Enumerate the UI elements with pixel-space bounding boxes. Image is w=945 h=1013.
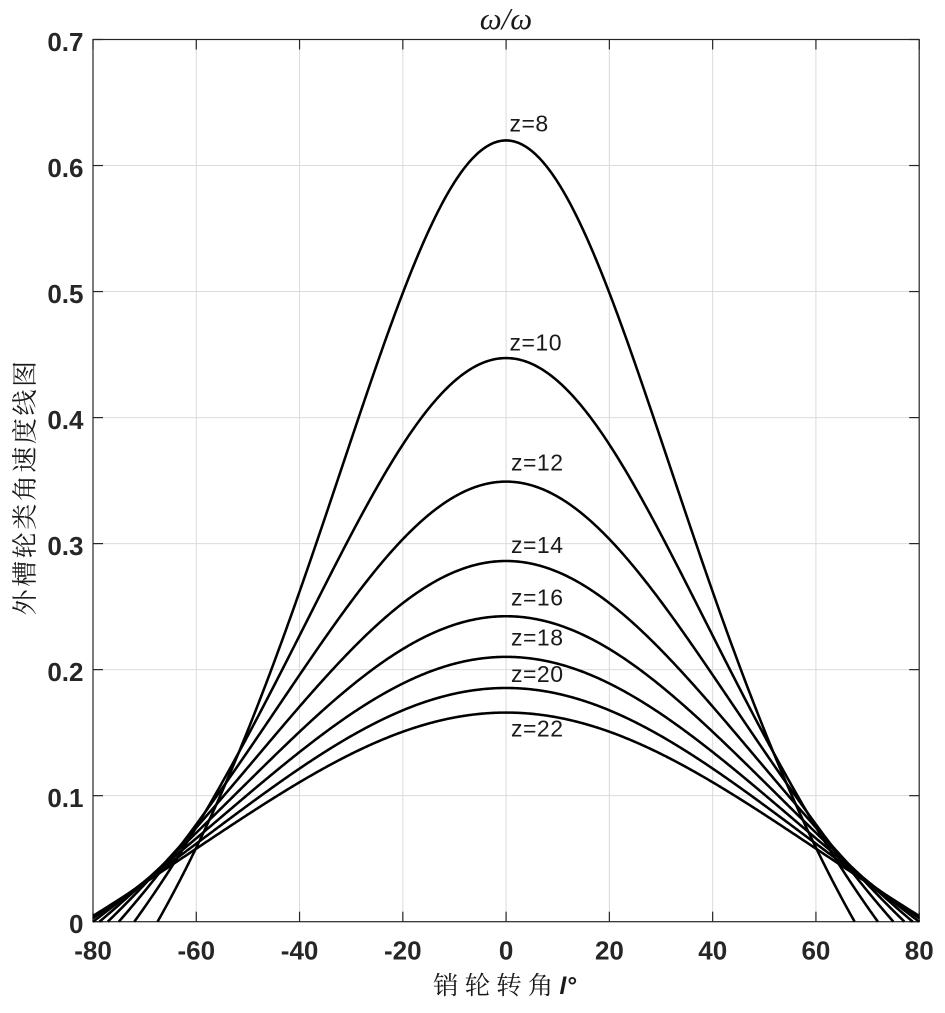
svg-text:0.1: 0.1 (47, 783, 83, 813)
svg-text:0.4: 0.4 (47, 405, 84, 435)
svg-text:z=8: z=8 (510, 111, 549, 137)
svg-text:z=22: z=22 (511, 716, 564, 742)
svg-text:z=14: z=14 (511, 532, 564, 558)
svg-text:80: 80 (905, 936, 934, 966)
svg-text:ω/ω: ω/ω (480, 1, 532, 36)
svg-text:z=16: z=16 (511, 584, 564, 610)
svg-text:0.2: 0.2 (47, 657, 83, 687)
svg-text:z=12: z=12 (511, 450, 564, 476)
svg-text:-80: -80 (74, 936, 112, 966)
svg-text:60: 60 (801, 936, 830, 966)
svg-text:-60: -60 (178, 936, 216, 966)
svg-text:20: 20 (595, 936, 624, 966)
svg-text:0.3: 0.3 (47, 531, 83, 561)
svg-text:0.6: 0.6 (47, 153, 83, 183)
svg-text:0.5: 0.5 (47, 279, 83, 309)
svg-text:0: 0 (499, 936, 513, 966)
svg-text:0: 0 (69, 909, 83, 939)
svg-text:l°: l° (560, 973, 577, 1000)
svg-text:z=20: z=20 (511, 661, 564, 687)
svg-text:z=10: z=10 (510, 330, 563, 356)
svg-text:z=18: z=18 (511, 625, 564, 651)
svg-text:-40: -40 (281, 936, 319, 966)
svg-text:40: 40 (698, 936, 727, 966)
svg-text:0.7: 0.7 (47, 27, 83, 57)
svg-text:-20: -20 (384, 936, 422, 966)
